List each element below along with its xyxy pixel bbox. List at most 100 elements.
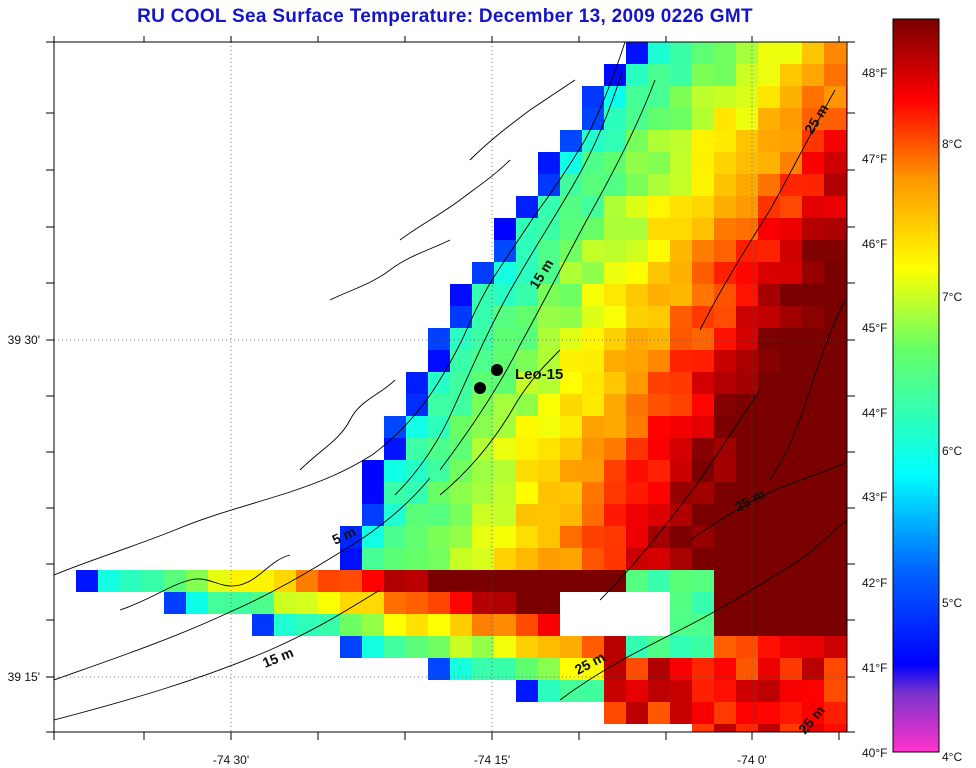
sst-cell [428,636,450,658]
sst-cell [604,570,626,592]
sst-cell [648,482,670,504]
sst-cell [824,42,846,64]
sst-cell [582,86,604,108]
sst-cell [428,350,450,372]
sst-cell [670,504,692,526]
sst-cell [560,218,582,240]
sst-cell [648,570,670,592]
sst-cell [692,416,714,438]
sst-cell [758,372,780,394]
sst-cell [736,174,758,196]
sst-cell [670,526,692,548]
sst-cell [648,42,670,64]
sst-cell [692,174,714,196]
sst-cell [626,504,648,526]
sst-cell [692,284,714,306]
sst-cell [736,64,758,86]
colorbar-f-label: 42°F [862,576,888,590]
sst-cell [758,152,780,174]
x-tick-label: -74 30' [213,753,249,767]
sst-cell [736,680,758,702]
sst-cell [670,680,692,702]
sst-cell [648,86,670,108]
sst-cell [846,526,847,548]
sst-cell [824,174,846,196]
sst-cell [76,570,98,592]
sst-cell [736,218,758,240]
sst-cell [582,130,604,152]
sst-cell [802,438,824,460]
sst-cell [560,240,582,262]
sst-cell [516,394,538,416]
sst-cell [648,548,670,570]
sst-cell [758,306,780,328]
sst-cell [538,570,560,592]
sst-cell [692,614,714,636]
grid-lines [54,42,847,732]
sst-cell [736,636,758,658]
sst-cell [428,438,450,460]
sst-cell [802,196,824,218]
sst-cell [692,592,714,614]
colorbar-f-label: 48°F [862,66,888,80]
sst-cell [252,592,274,614]
sst-cell [450,614,472,636]
sst-cell [516,328,538,350]
sst-cell [670,460,692,482]
sst-cell [428,526,450,548]
sst-cell [494,416,516,438]
contour-25m-c [689,461,847,541]
sst-cell [582,262,604,284]
sst-cell [582,570,604,592]
sst-cell [626,482,648,504]
sst-cell [692,372,714,394]
sst-cell [516,504,538,526]
sst-cell [648,130,670,152]
sst-cell [406,504,428,526]
sst-cell [758,438,780,460]
sst-cell [714,328,736,350]
sst-cell [714,614,736,636]
sst-cell [692,152,714,174]
sst-cell [780,614,802,636]
sst-cell [780,658,802,680]
sst-cell [648,262,670,284]
sst-cell [340,614,362,636]
sst-cell [560,328,582,350]
sst-cell [758,218,780,240]
sst-cell [626,218,648,240]
sst-cell [670,240,692,262]
sst-cell [670,306,692,328]
map-title: RU COOL Sea Surface Temperature: Decembe… [137,6,753,27]
sst-cell [516,526,538,548]
sst-cell [824,372,846,394]
sst-cell [516,218,538,240]
sst-cell [604,284,626,306]
sst-cell [626,262,648,284]
sst-cell [802,570,824,592]
sst-cell [582,658,604,680]
sst-cell [714,240,736,262]
sst-cell [516,614,538,636]
sst-cell [582,482,604,504]
sst-cell [692,460,714,482]
sst-cell [714,284,736,306]
sst-cell [604,460,626,482]
sst-cell [802,372,824,394]
sst-cell [626,416,648,438]
sst-cell [604,636,626,658]
sst-cell [582,526,604,548]
sst-cell [560,570,582,592]
sst-cell [472,658,494,680]
sst-cell [736,526,758,548]
sst-cell [340,592,362,614]
sst-cell [340,548,362,570]
sst-cell [802,152,824,174]
sst-cell [670,328,692,350]
sst-cell [648,438,670,460]
sst-cell [186,592,208,614]
sst-cell [670,350,692,372]
sst-cell [714,702,736,724]
sst-cell [538,372,560,394]
contour-15m-b [439,79,656,471]
